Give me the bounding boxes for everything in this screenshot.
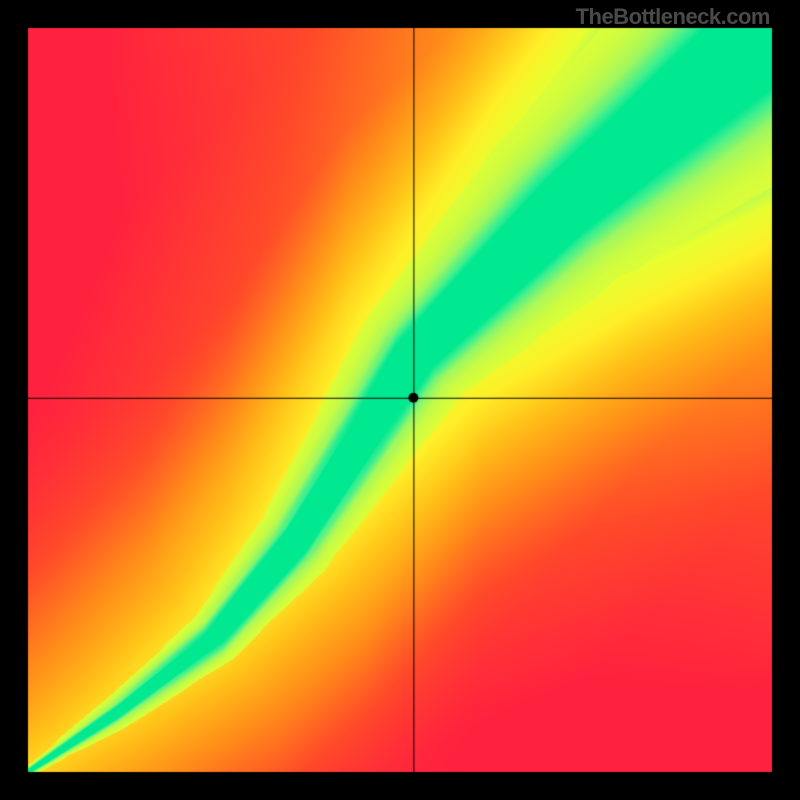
chart-container: TheBottleneck.com xyxy=(0,0,800,800)
watermark-text: TheBottleneck.com xyxy=(576,4,770,30)
heatmap-canvas xyxy=(0,0,800,800)
